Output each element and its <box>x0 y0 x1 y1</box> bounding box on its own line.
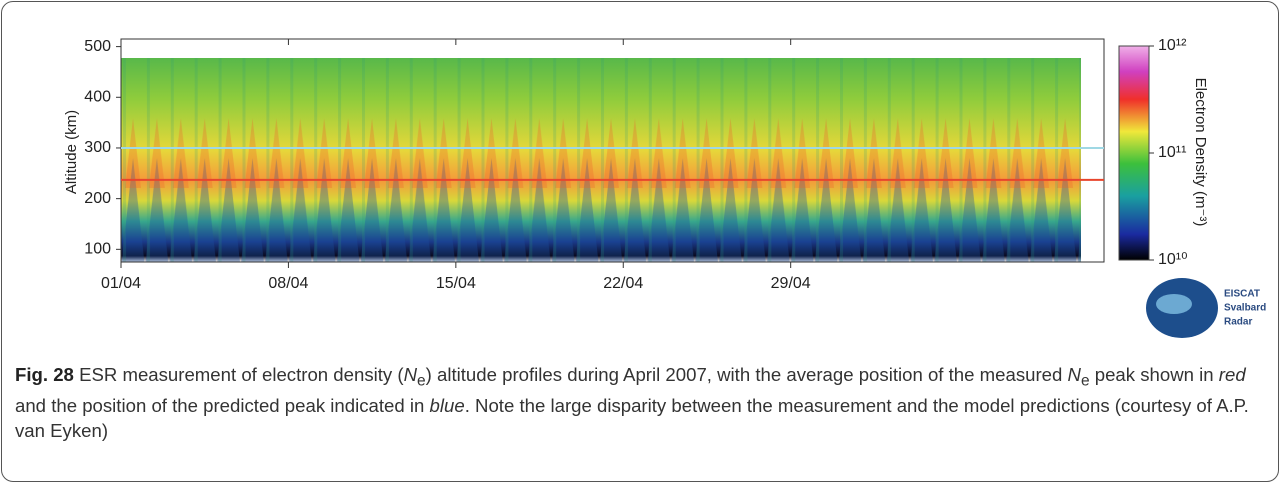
logo-text: Radar <box>1224 317 1252 328</box>
x-tick-label: 22/04 <box>603 275 643 292</box>
logo-aurora <box>1156 294 1192 314</box>
y-tick-label: 400 <box>84 89 111 106</box>
caption-text: ESR measurement of electron density ( <box>73 364 404 385</box>
x-tick-label: 08/04 <box>268 275 308 292</box>
caption-text: peak shown in <box>1089 364 1219 385</box>
plot-frame <box>120 38 1105 263</box>
y-axis-label: Altitude (km) <box>63 110 80 194</box>
caption-subscript: e <box>1080 372 1090 390</box>
x-tick-label: 01/04 <box>101 275 141 292</box>
colorbar-label: Electron Density (m⁻³) <box>1192 78 1209 227</box>
colorbar-tick-label: 10¹¹ <box>1158 144 1186 161</box>
caption-label: Fig. 28 <box>15 364 74 385</box>
colorbar-tick-label: 10¹⁰ <box>1158 251 1188 268</box>
caption-text: . Note the large disparity between the m… <box>15 395 1249 441</box>
y-tick-label: 300 <box>84 139 111 156</box>
colorbar-tick-label: 10¹² <box>1158 37 1187 54</box>
logo-text: EISCAT <box>1224 289 1260 300</box>
chart: Altitude (km) Electron Density (m⁻³) EIS… <box>63 37 1266 338</box>
caption-subscript: e <box>417 372 426 390</box>
caption-text: ) altitude profiles during April 2007, w… <box>425 364 1068 385</box>
x-tick-label: 29/04 <box>771 275 811 292</box>
caption-emphasis: blue <box>429 395 465 417</box>
colorbar <box>1118 45 1150 261</box>
x-tick-label: 15/04 <box>436 275 476 292</box>
caption-emphasis: red <box>1218 364 1246 385</box>
caption-text: and the position of the predicted peak i… <box>15 395 430 417</box>
logo-text: Svalbard <box>1224 303 1266 314</box>
caption: Fig. 28 ESR measurement of electron dens… <box>15 363 1270 444</box>
heatmap-texture <box>121 58 1081 262</box>
y-tick-label: 200 <box>84 190 111 207</box>
y-tick-label: 500 <box>84 38 111 55</box>
y-tick-label: 100 <box>84 241 111 258</box>
caption-symbol: N <box>1067 364 1081 385</box>
caption-symbol: N <box>403 364 418 385</box>
